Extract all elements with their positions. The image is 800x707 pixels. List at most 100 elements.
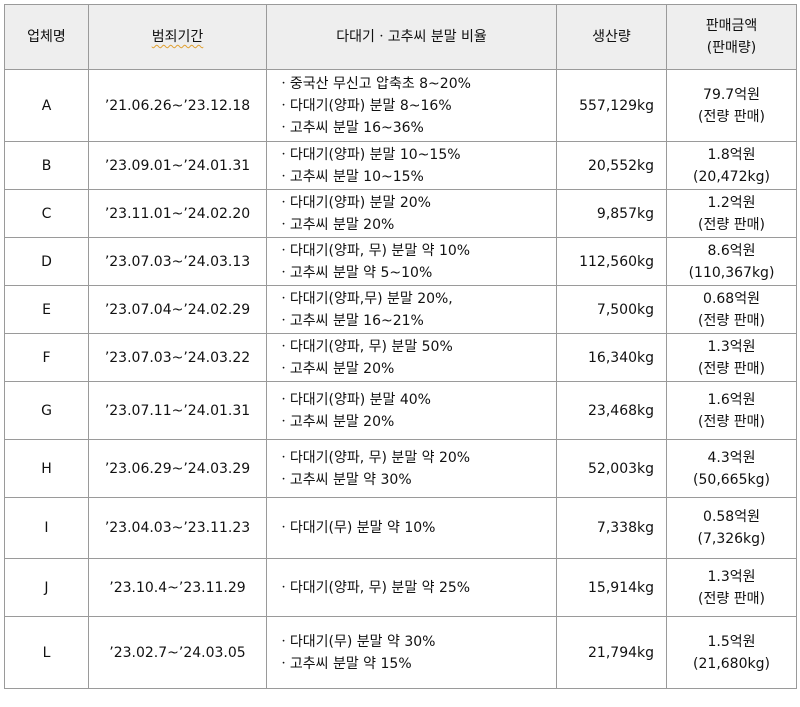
cell-sales: 1.3억원 (전량 판매): [666, 558, 797, 617]
cell-company: F: [4, 333, 89, 382]
cell-period: ’23.02.7~’24.03.05: [88, 616, 267, 689]
ratio-line: ㆍ다대기(무) 분말 약 30%: [277, 633, 436, 650]
table-row: H ’23.06.29~’24.03.29 ㆍ다대기(양파, 무) 분말 약 20%…: [4, 439, 797, 498]
cell-period: ’23.11.01~’24.02.20: [88, 189, 267, 238]
sales-amount: 0.58억원: [703, 509, 760, 525]
cell-sales: 8.6억원 (110,367kg): [666, 237, 797, 286]
cell-production: 557,129kg: [556, 69, 667, 142]
table-row: G ’23.07.11~’24.01.31 ㆍ다대기(양파) 분말 40% ㆍ고추씨 …: [4, 381, 797, 440]
sales-amount: 1.3억원: [707, 338, 756, 355]
cell-ratio: ㆍ다대기(양파, 무) 분말 약 25%: [266, 558, 557, 617]
cell-period: ’23.04.03~’23.11.23: [88, 497, 267, 559]
cell-period: ’23.06.29~’24.03.29: [88, 439, 267, 498]
cell-period: ’23.09.01~’24.01.31: [88, 141, 267, 190]
table-row: E ’23.07.04~’24.02.29 ㆍ다대기(양파,무) 분말 20%, ㆍ고…: [4, 285, 797, 334]
sales-amount: 1.2억원: [707, 194, 756, 211]
cell-production: 20,552kg: [556, 141, 667, 190]
sales-amount: 1.5억원: [707, 633, 756, 650]
ratio-line: ㆍ다대기(양파, 무) 분말 약 10%: [277, 242, 471, 259]
sales-amount: 4.3억원: [707, 449, 756, 466]
ratio-line: ㆍ다대기(양파) 분말 20%: [277, 194, 431, 211]
sales-amount: 8.6억원: [707, 242, 756, 259]
cell-sales: 0.68억원 (전량 판매): [666, 285, 797, 334]
header-row: 업체명 범죄기간 다대기ㆍ고추씨 분말 비율 생산량 판매금액 (판매량): [4, 4, 797, 70]
cell-period: ’23.07.04~’24.02.29: [88, 285, 267, 334]
cell-sales: 1.6억원 (전량 판매): [666, 381, 797, 440]
ratio-line: ㆍ고추씨 분말 약 5~10%: [277, 264, 433, 281]
cell-period: ’23.07.11~’24.01.31: [88, 381, 267, 440]
cell-company: L: [4, 616, 89, 689]
ratio-line: ㆍ중국산 무신고 압축초 8~20%: [277, 75, 471, 92]
cell-period: ’23.07.03~’24.03.13: [88, 237, 267, 286]
cell-production: 7,338kg: [556, 497, 667, 559]
sales-quantity: (7,326kg): [697, 531, 766, 547]
table-row: L ’23.02.7~’24.03.05 ㆍ다대기(무) 분말 약 30% ㆍ고추씨 …: [4, 616, 797, 689]
cell-production: 15,914kg: [556, 558, 667, 617]
sales-quantity: (110,367kg): [688, 264, 775, 281]
ratio-line: ㆍ고추씨 분말 16~36%: [277, 119, 424, 136]
sales-quantity: (전량 판매): [698, 108, 765, 125]
ratio-line: ㆍ고추씨 분말 20%: [277, 216, 395, 233]
table-row: I ’23.04.03~’23.11.23 ㆍ다대기(무) 분말 약 10% 7,33…: [4, 497, 797, 559]
table-row: J ’23.10.4~’23.11.29 ㆍ다대기(양파, 무) 분말 약 25% 1…: [4, 558, 797, 617]
cell-period: ’21.06.26~’23.12.18: [88, 69, 267, 142]
sales-quantity: (전량 판매): [698, 590, 765, 607]
sales-quantity: (전량 판매): [698, 360, 765, 377]
header-ratio: 다대기ㆍ고추씨 분말 비율: [266, 4, 557, 70]
cell-ratio: ㆍ다대기(무) 분말 약 30% ㆍ고추씨 분말 약 15%: [266, 616, 557, 689]
cell-sales: 79.7억원 (전량 판매): [666, 69, 797, 142]
cell-company: G: [4, 381, 89, 440]
cell-sales: 1.2억원 (전량 판매): [666, 189, 797, 238]
table-row: B ’23.09.01~’24.01.31 ㆍ다대기(양파) 분말 10~15% ㆍ고…: [4, 141, 797, 190]
cell-period: ’23.10.4~’23.11.29: [88, 558, 267, 617]
cell-ratio: ㆍ다대기(양파,무) 분말 20%, ㆍ고추씨 분말 16~21%: [266, 285, 557, 334]
cell-production: 52,003kg: [556, 439, 667, 498]
cell-ratio: ㆍ다대기(양파) 분말 20% ㆍ고추씨 분말 20%: [266, 189, 557, 238]
cell-sales: 4.3억원 (50,665kg): [666, 439, 797, 498]
violation-table: 업체명 범죄기간 다대기ㆍ고추씨 분말 비율 생산량 판매금액 (판매량) A ’2…: [4, 4, 797, 689]
sales-amount: 1.6억원: [707, 391, 756, 408]
cell-sales: 1.8억원 (20,472kg): [666, 141, 797, 190]
sales-quantity: (21,680kg): [693, 655, 770, 672]
cell-company: D: [4, 237, 89, 286]
cell-production: 21,794kg: [556, 616, 667, 689]
cell-production: 112,560kg: [556, 237, 667, 286]
cell-ratio: ㆍ다대기(양파) 분말 40% ㆍ고추씨 분말 20%: [266, 381, 557, 440]
cell-company: C: [4, 189, 89, 238]
sales-amount: 1.3억원: [707, 568, 756, 585]
cell-production: 23,468kg: [556, 381, 667, 440]
sales-amount: 1.8억원: [707, 146, 756, 163]
cell-production: 16,340kg: [556, 333, 667, 382]
ratio-line: ㆍ다대기(양파) 분말 10~15%: [277, 146, 461, 163]
cell-ratio: ㆍ다대기(무) 분말 약 10%: [266, 497, 557, 559]
cell-production: 7,500kg: [556, 285, 667, 334]
ratio-line: ㆍ고추씨 분말 20%: [277, 413, 395, 430]
ratio-line: ㆍ다대기(양파,무) 분말 20%,: [277, 290, 453, 307]
cell-ratio: ㆍ다대기(양파, 무) 분말 50% ㆍ고추씨 분말 20%: [266, 333, 557, 382]
table-row: A ’21.06.26~’23.12.18 ㆍ중국산 무신고 압축초 8~20% ㆍ다…: [4, 69, 797, 142]
cell-sales: 1.5억원 (21,680kg): [666, 616, 797, 689]
cell-company: I: [4, 497, 89, 559]
ratio-line: ㆍ다대기(양파) 분말 40%: [277, 391, 431, 408]
cell-ratio: ㆍ중국산 무신고 압축초 8~20% ㆍ다대기(양파) 분말 8~16% ㆍ고추씨 …: [266, 69, 557, 142]
table-row: C ’23.11.01~’24.02.20 ㆍ다대기(양파) 분말 20% ㆍ고추씨 …: [4, 189, 797, 238]
ratio-line: ㆍ고추씨 분말 20%: [277, 360, 395, 377]
table-row: D ’23.07.03~’24.03.13 ㆍ다대기(양파, 무) 분말 약 10%…: [4, 237, 797, 286]
ratio-line: ㆍ다대기(양파, 무) 분말 약 25%: [277, 579, 471, 596]
cell-company: H: [4, 439, 89, 498]
ratio-line: ㆍ고추씨 분말 16~21%: [277, 312, 424, 329]
sales-amount: 0.68억원: [703, 290, 760, 307]
ratio-line: ㆍ고추씨 분말 약 15%: [277, 655, 412, 672]
header-sales: 판매금액 (판매량): [666, 4, 797, 70]
ratio-line: ㆍ다대기(양파, 무) 분말 약 20%: [277, 449, 471, 466]
cell-production: 9,857kg: [556, 189, 667, 238]
cell-company: J: [4, 558, 89, 617]
cell-company: A: [4, 69, 89, 142]
cell-sales: 0.58억원 (7,326kg): [666, 497, 797, 559]
cell-ratio: ㆍ다대기(양파, 무) 분말 약 10% ㆍ고추씨 분말 약 5~10%: [266, 237, 557, 286]
cell-company: B: [4, 141, 89, 190]
sales-amount: 79.7억원: [703, 86, 760, 103]
sales-quantity: (50,665kg): [693, 471, 770, 488]
cell-ratio: ㆍ다대기(양파) 분말 10~15% ㆍ고추씨 분말 10~15%: [266, 141, 557, 190]
cell-company: E: [4, 285, 89, 334]
